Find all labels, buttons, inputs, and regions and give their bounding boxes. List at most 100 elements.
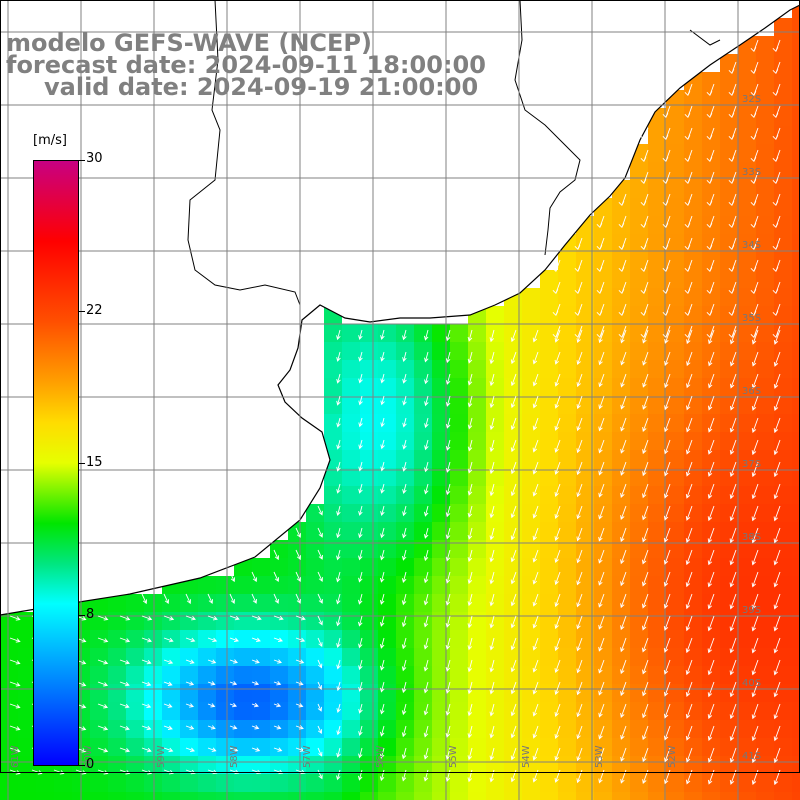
wind-arrow [685, 593, 693, 610]
wind-speed-cell [288, 684, 306, 702]
wind-arrow [163, 681, 173, 686]
wind-arrow [728, 105, 737, 119]
wind-speed-cell [486, 324, 504, 342]
wind-speed-cell [702, 720, 720, 738]
wind-arrow [251, 615, 262, 621]
wind-arrow [317, 681, 322, 690]
wind-speed-cell [522, 288, 540, 306]
wind-arrow [728, 83, 737, 97]
wind-arrow [402, 395, 407, 406]
wind-speed-cell [756, 378, 774, 396]
wind-speed-cell [612, 288, 630, 306]
wind-speed-cell [486, 378, 504, 396]
wind-speed-cell [522, 486, 540, 504]
wind-speed-cell [432, 432, 450, 450]
wind-arrow [317, 593, 323, 604]
wind-arrow [141, 681, 152, 687]
wind-arrow [620, 725, 627, 740]
wind-speed-cell [504, 648, 522, 666]
wind-arrow [380, 417, 385, 428]
wind-speed-cell [0, 666, 18, 684]
wind-speed-cell [0, 630, 18, 648]
wind-arrow [402, 439, 407, 450]
wind-arrow [750, 149, 759, 163]
wind-speed-cell [180, 792, 198, 800]
wind-arrow [598, 615, 605, 630]
wind-speed-cell [594, 378, 612, 396]
wind-speed-cell [540, 396, 558, 414]
wind-speed-cell [594, 684, 612, 702]
wind-arrow [728, 149, 737, 163]
wind-speed-cell [648, 198, 666, 216]
wind-speed-cell [792, 324, 800, 342]
wind-speed-cell [792, 54, 800, 72]
wind-arrow [229, 725, 238, 730]
wind-arrow [751, 417, 759, 433]
longitude-label: 61W [10, 745, 21, 768]
wind-speed-cell [396, 342, 414, 360]
wind-arrow [554, 747, 561, 761]
border-line [514, 0, 581, 256]
wind-arrow [119, 681, 130, 687]
wind-speed-cell [486, 306, 504, 324]
wind-arrow [358, 527, 363, 539]
wind-arrow [401, 681, 407, 694]
wind-speed-cell [486, 756, 504, 774]
wind-arrow [773, 373, 781, 389]
wind-speed-cell [774, 414, 792, 432]
wind-arrow [445, 769, 451, 783]
wind-arrow [489, 351, 495, 365]
wind-arrow [663, 703, 671, 719]
wind-speed-cell [558, 270, 576, 288]
wind-speed-cell [684, 162, 702, 180]
wind-arrow [772, 127, 781, 141]
wind-arrow [729, 329, 737, 345]
wind-speed-cell [144, 612, 162, 630]
wind-speed-cell [378, 486, 396, 504]
wind-speed-cell [468, 468, 486, 486]
wind-arrow [772, 105, 781, 119]
wind-arrow [317, 615, 323, 626]
wind-speed-cell [558, 414, 576, 432]
wind-speed-cell [702, 198, 720, 216]
wind-arrow [620, 439, 627, 454]
wind-speed-cell [522, 468, 540, 486]
wind-speed-cell [792, 72, 800, 90]
wind-arrow [663, 483, 671, 499]
wind-arrow [641, 637, 649, 653]
colorbar-tick-15: 15 [86, 455, 103, 470]
wind-speed-cell [594, 648, 612, 666]
wind-speed-cell [378, 432, 396, 450]
wind-speed-cell [432, 576, 450, 594]
wind-speed-cell [270, 648, 288, 666]
wind-speed-cell [234, 648, 252, 666]
wind-speed-cell [180, 684, 198, 702]
wind-arrow [729, 505, 737, 522]
wind-speed-cell [540, 540, 558, 558]
wind-speed-cell [774, 792, 792, 800]
wind-speed-cell [774, 108, 792, 126]
wind-speed-cell [558, 612, 576, 630]
wind-arrow [750, 83, 759, 97]
wind-speed-cell [702, 684, 720, 702]
wind-arrow [358, 703, 363, 714]
wind-arrow [684, 303, 693, 317]
wind-speed-cell [414, 720, 432, 738]
wind-arrow [445, 703, 451, 716]
wind-speed-cell [756, 630, 774, 648]
wind-speed-cell [540, 594, 558, 612]
wind-arrow [467, 373, 473, 386]
wind-speed-cell [522, 774, 540, 792]
wind-speed-cell [468, 666, 486, 684]
wind-speed-cell [378, 756, 396, 774]
wind-speed-cell [522, 594, 540, 612]
wind-speed-cell [396, 666, 414, 684]
wind-arrow [97, 747, 109, 753]
wind-speed-cell [342, 702, 360, 720]
wind-speed-cell [540, 450, 558, 468]
wind-speed-cell [594, 234, 612, 252]
wind-speed-cell [720, 162, 738, 180]
wind-speed-cell [540, 774, 558, 792]
wind-arrow [336, 681, 341, 692]
